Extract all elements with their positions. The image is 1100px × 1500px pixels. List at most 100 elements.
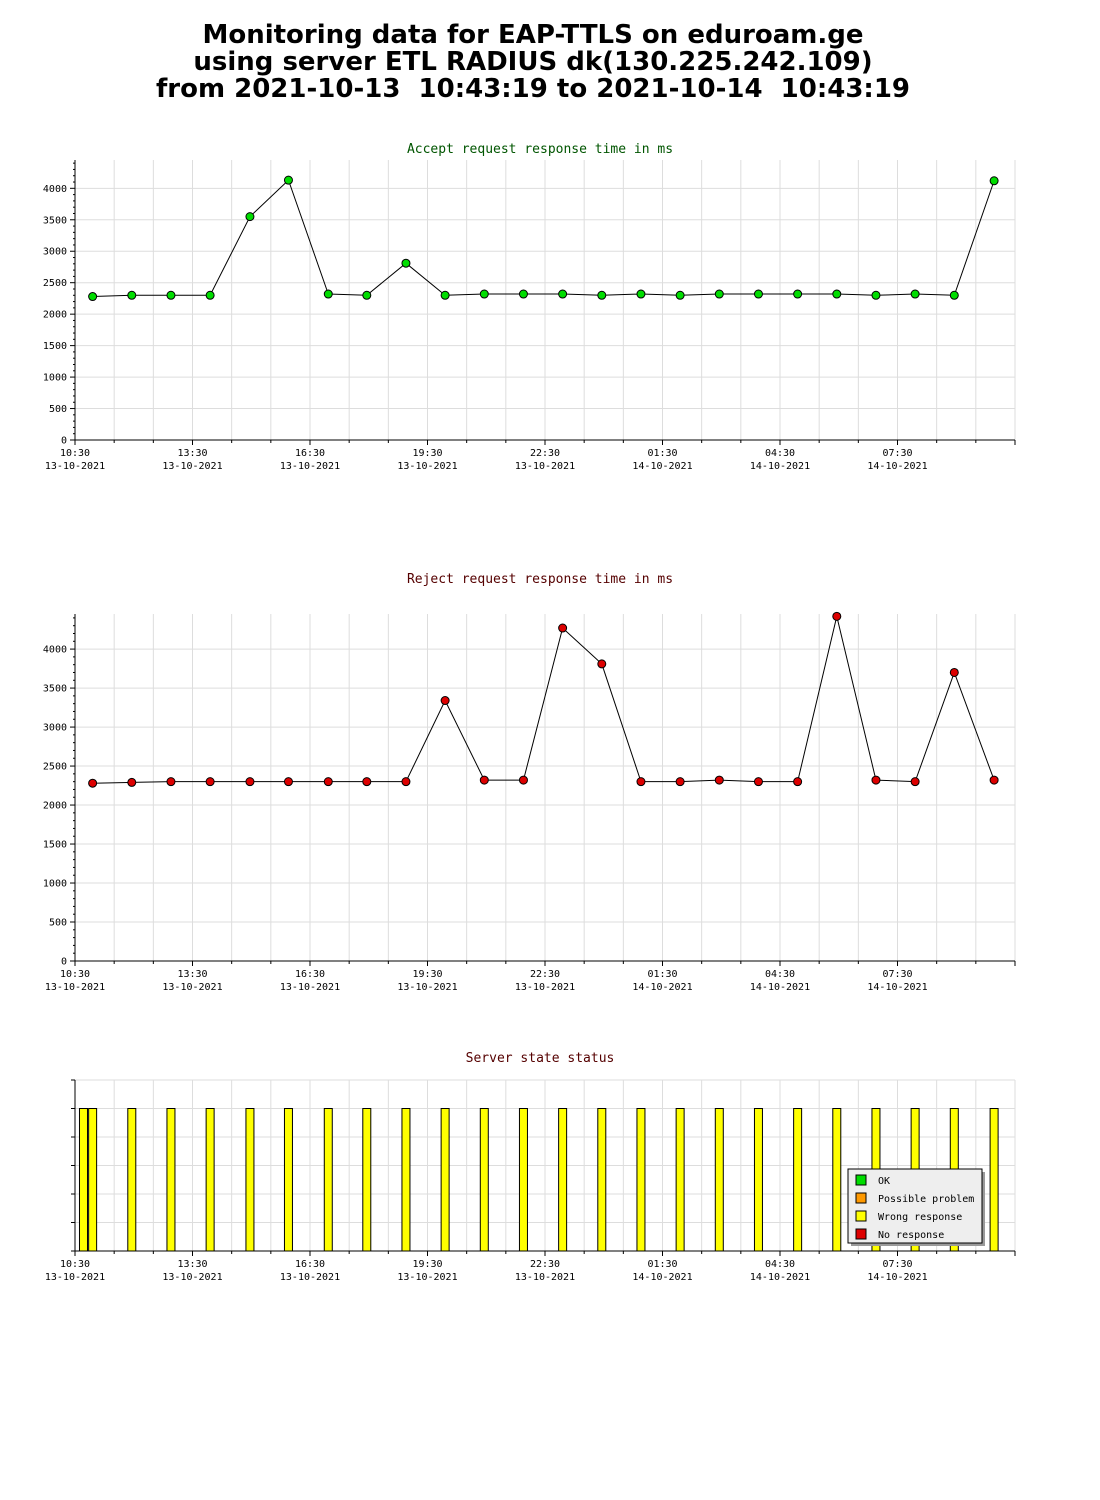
state-bar	[88, 1108, 98, 1252]
x-tick-label-time: 16:30	[295, 448, 325, 459]
data-point	[283, 777, 293, 787]
x-tick-label-date: 13-10-2021	[515, 1272, 575, 1283]
legend-swatch	[855, 1174, 867, 1186]
x-tick-label-date: 13-10-2021	[280, 982, 340, 993]
y-tick-label: 1500	[43, 341, 67, 352]
state-bar	[245, 1108, 255, 1252]
page-title: Monitoring data for EAP-TTLS on eduroam.…	[0, 22, 1066, 103]
data-point	[518, 775, 528, 785]
state-bar	[127, 1108, 137, 1252]
x-tick-label-date: 14-10-2021	[750, 461, 810, 472]
x-tick-label-time: 10:30	[60, 969, 90, 980]
x-tick-label-date: 13-10-2021	[397, 1272, 457, 1283]
data-point	[597, 659, 607, 669]
data-point	[636, 777, 646, 787]
data-point	[949, 667, 959, 677]
x-tick-label-time: 01:30	[647, 448, 677, 459]
x-tick-label-date: 14-10-2021	[632, 1272, 692, 1283]
data-point	[362, 290, 372, 300]
page-title-line-1: Monitoring data for EAP-TTLS on eduroam.…	[202, 20, 864, 50]
x-tick-label-time: 07:30	[882, 448, 912, 459]
y-tick-label: 500	[49, 404, 67, 415]
state-bar	[78, 1108, 88, 1252]
x-tick-label-time: 16:30	[295, 1259, 325, 1270]
data-point	[440, 290, 450, 300]
state-bar	[283, 1108, 293, 1252]
data-point	[714, 289, 724, 299]
data-point	[479, 289, 489, 299]
x-tick-label-date: 14-10-2021	[750, 1272, 810, 1283]
state-bar	[479, 1108, 489, 1252]
state-bar	[753, 1108, 763, 1252]
legend-swatch	[855, 1210, 867, 1222]
x-tick-label-time: 19:30	[412, 1259, 442, 1270]
data-point	[558, 289, 568, 299]
legend-swatch	[855, 1228, 867, 1240]
data-point	[127, 777, 137, 787]
data-point	[871, 290, 881, 300]
x-tick-label-time: 22:30	[530, 448, 560, 459]
x-tick-label-time: 10:30	[60, 1259, 90, 1270]
page-title-line-2: using server ETL RADIUS dk(130.225.242.1…	[193, 47, 873, 77]
legend-swatch	[855, 1192, 867, 1204]
state-bar	[362, 1108, 372, 1252]
y-tick-label: 3500	[43, 215, 67, 226]
chart-title: Accept request response time in ms	[407, 142, 673, 157]
data-point	[323, 289, 333, 299]
data-point	[753, 289, 763, 299]
series-line	[92, 179, 995, 298]
data-point	[245, 777, 255, 787]
x-tick-label-date: 13-10-2021	[45, 982, 105, 993]
page-title-line-3: from 2021-10-13 10:43:19 to 2021-10-14 1…	[155, 74, 911, 104]
chart-2: Reject request response time in ms 0 500 10…	[43, 572, 1016, 993]
data-point	[558, 623, 568, 633]
data-point	[401, 777, 411, 787]
state-bar	[714, 1108, 724, 1252]
x-tick-label-date: 13-10-2021	[515, 461, 575, 472]
data-point	[636, 289, 646, 299]
chart-title: Reject request response time in ms	[407, 572, 673, 587]
data-point	[127, 290, 137, 300]
data-point	[714, 775, 724, 785]
x-tick-label-date: 14-10-2021	[750, 982, 810, 993]
y-tick-label: 1500	[43, 840, 67, 851]
legend-label: OK	[878, 1176, 890, 1187]
legend-label: No response	[878, 1230, 944, 1241]
state-bar	[675, 1108, 685, 1252]
x-tick-label-time: 19:30	[412, 969, 442, 980]
data-point	[910, 289, 920, 299]
y-tick-label: 500	[49, 918, 67, 929]
x-tick-label-date: 13-10-2021	[397, 461, 457, 472]
chart-3: Server state status 10:30 13-10-2021 13:30 1…	[45, 1051, 1016, 1283]
x-tick-label-time: 10:30	[60, 448, 90, 459]
data-point	[675, 290, 685, 300]
state-bar	[989, 1108, 999, 1252]
data-point	[205, 290, 215, 300]
x-tick-label-time: 16:30	[295, 969, 325, 980]
x-tick-label-date: 14-10-2021	[867, 982, 927, 993]
x-tick-label-time: 07:30	[882, 1259, 912, 1270]
data-point	[323, 777, 333, 787]
data-point	[88, 292, 98, 302]
data-point	[401, 258, 411, 268]
data-point	[949, 290, 959, 300]
y-tick-label: 2000	[43, 801, 67, 812]
data-point	[362, 777, 372, 787]
state-bar	[205, 1108, 215, 1252]
x-tick-label-date: 14-10-2021	[867, 1272, 927, 1283]
state-bar	[636, 1108, 646, 1252]
state-bar	[323, 1108, 333, 1252]
state-bar	[401, 1108, 411, 1252]
chart-title: Server state status	[466, 1051, 615, 1066]
chart-1: Accept request response time in ms 0 500 10…	[43, 142, 1016, 472]
data-point	[871, 775, 881, 785]
data-point	[832, 289, 842, 299]
x-tick-label-date: 13-10-2021	[162, 461, 222, 472]
x-tick-label-date: 14-10-2021	[867, 461, 927, 472]
data-point	[989, 176, 999, 186]
x-tick-label-date: 13-10-2021	[397, 982, 457, 993]
data-point	[245, 212, 255, 222]
y-tick-label: 2500	[43, 762, 67, 773]
legend-label: Possible problem	[878, 1194, 974, 1205]
